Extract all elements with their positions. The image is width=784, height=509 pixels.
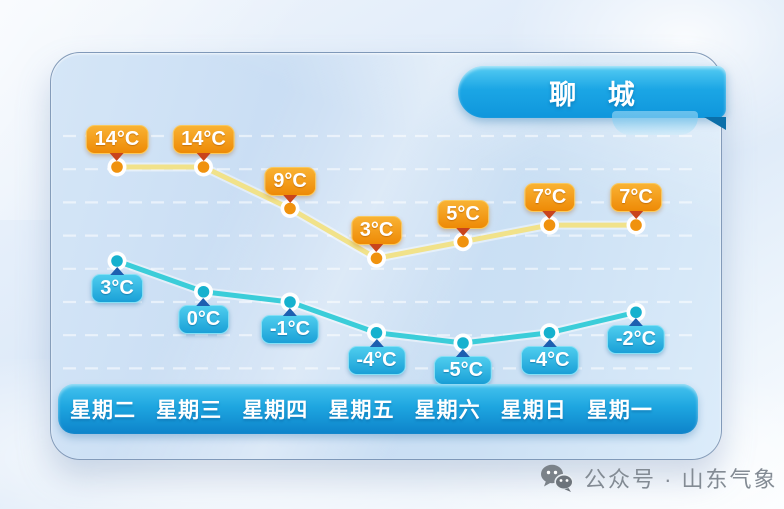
weekday-label: 星期四 xyxy=(242,399,309,422)
high-temp-badge: 7°C xyxy=(610,183,662,220)
badge-pointer xyxy=(369,244,384,253)
weekday-label: 星期一 xyxy=(586,399,653,422)
badge-pointer xyxy=(109,267,124,275)
low-temp-badge: -2°C xyxy=(606,318,666,355)
weekday-label: 星期三 xyxy=(156,399,223,422)
low-temp-badge: -4°C xyxy=(520,338,579,375)
city-name: 聊 城 xyxy=(549,79,647,110)
badge-pointer xyxy=(369,338,384,347)
temp-badge-label: 9°C xyxy=(273,169,307,192)
high-temp-point xyxy=(111,161,123,173)
high-temp-badge: 7°C xyxy=(523,183,576,220)
account-name: 公众号 · 山东气象 xyxy=(584,467,778,492)
high-temp-badge: 9°C xyxy=(264,166,316,203)
low-temp-point xyxy=(457,337,469,349)
temp-badge-label: -1°C xyxy=(269,318,311,340)
low-temp-point xyxy=(111,255,123,267)
badge-layer: 14°C 14°C 9°C 3°C 5°C 7°C 7°C 3°C 0°C -1°C -4°C -5°… xyxy=(51,53,721,459)
high-temp-badge: 14°C xyxy=(85,125,149,161)
weekday-label: 星期二 xyxy=(70,399,136,422)
temp-badge-label: -2°C xyxy=(615,328,657,351)
high-temp-badge: 3°C xyxy=(350,216,403,253)
badge-pointer xyxy=(196,153,211,161)
low-temp-badge: 0°C xyxy=(177,297,230,334)
temp-badge-label: 7°C xyxy=(619,186,653,209)
low-temp-point xyxy=(284,296,296,308)
city-ribbon: 聊 城 xyxy=(458,66,726,135)
wechat-icon xyxy=(541,464,574,492)
badge-pointer xyxy=(542,338,557,347)
high-temp-point xyxy=(197,161,210,173)
low-temp-badge: -4°C xyxy=(347,338,406,375)
temp-badge-label: 3°C xyxy=(359,219,394,242)
high-temp-badge: 5°C xyxy=(437,199,489,236)
low-temp-point xyxy=(630,306,642,319)
low-temp-badge: 3°C xyxy=(91,267,143,303)
ribbon-reflection xyxy=(612,111,698,135)
badge-pointer xyxy=(628,318,643,327)
weekday-label: 星期五 xyxy=(328,399,395,422)
temp-badge-label: 5°C xyxy=(446,202,480,225)
badge-pointer xyxy=(628,211,643,220)
temp-badge-label: 0°C xyxy=(186,307,221,330)
high-temp-point xyxy=(630,219,642,231)
temp-badge-label: 3°C xyxy=(100,277,134,299)
badge-pointer xyxy=(282,308,297,316)
low-temp-point xyxy=(543,326,556,339)
temperature-chart xyxy=(63,134,701,370)
high-temp-badge: 14°C xyxy=(172,125,235,161)
badge-pointer xyxy=(542,211,557,220)
ribbon-fold xyxy=(704,117,726,130)
weekday-label: 星期日 xyxy=(500,399,567,422)
temp-badge-label: -4°C xyxy=(529,348,570,371)
weekday-label: 星期六 xyxy=(414,399,481,422)
low-temp-badge: -1°C xyxy=(260,308,320,344)
temp-badge-label: -4°C xyxy=(356,348,397,371)
badge-pointer xyxy=(455,349,470,357)
temp-badge-label: -5°C xyxy=(442,359,484,381)
temp-badge-label: 14°C xyxy=(94,128,140,150)
temp-badge-label: 7°C xyxy=(532,186,567,209)
high-temp-point xyxy=(370,252,383,265)
badge-pointer xyxy=(110,153,124,161)
low-temp-point xyxy=(370,326,383,339)
weekday-axis: 星期二 星期三 星期四 星期五 星期六 星期日 星期一 xyxy=(58,384,698,434)
high-temp-point xyxy=(543,219,556,231)
badge-pointer xyxy=(282,194,297,203)
low-temp-badge: -5°C xyxy=(433,349,493,385)
forecast-card: 14°C 14°C 9°C 3°C 5°C 7°C 7°C 3°C 0°C -1°C -4°C -5°… xyxy=(50,52,722,460)
high-temp-point xyxy=(457,235,469,248)
temp-badge-label: 14°C xyxy=(181,128,226,150)
badge-pointer xyxy=(196,297,211,306)
high-temp-point xyxy=(284,202,296,215)
low-temp-point xyxy=(197,285,210,298)
footer-credit: 公众号 · 山东气象 xyxy=(540,462,778,494)
badge-pointer xyxy=(455,227,470,236)
